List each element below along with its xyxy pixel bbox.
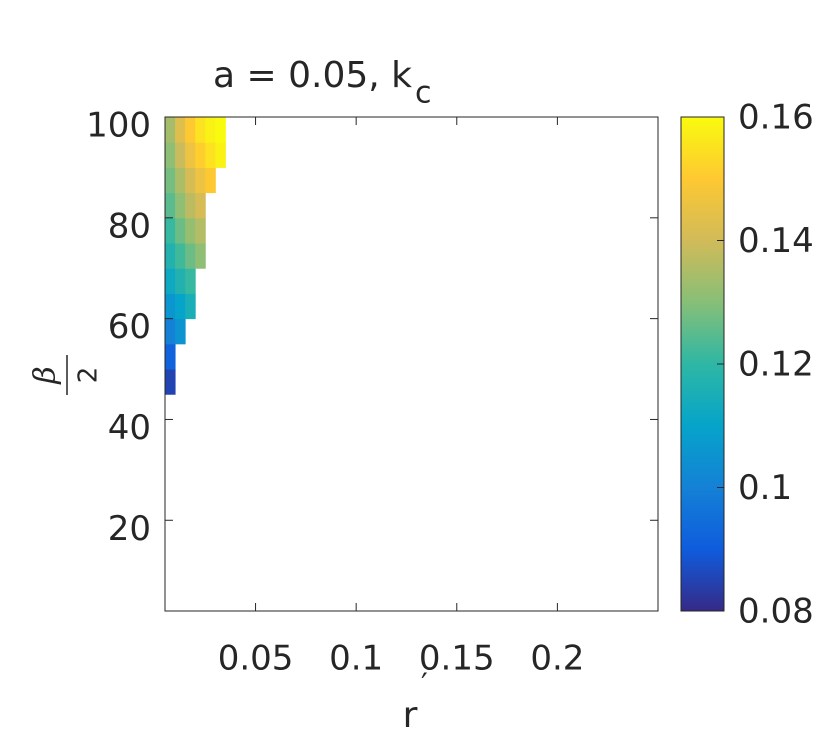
y-axis-label: β 2 xyxy=(28,355,104,395)
x-tick-label: 0.05 xyxy=(218,639,294,679)
y-label-denominator: 2 xyxy=(74,367,104,384)
colorbar-tick-label: 0.08 xyxy=(738,592,814,632)
contour-cell xyxy=(175,268,186,294)
contour-cell xyxy=(185,167,196,194)
contour-cell xyxy=(195,192,206,219)
colorbar-tick-label: 0.12 xyxy=(738,345,814,385)
contour-cell xyxy=(185,243,196,269)
y-tick-label: 20 xyxy=(108,509,151,549)
colorbar-tick-label: 0.16 xyxy=(738,98,814,138)
contour-cell xyxy=(185,192,196,219)
contour-cell xyxy=(165,192,176,219)
y-tick-label: 40 xyxy=(108,408,151,448)
contour-cell xyxy=(165,268,176,294)
colorbar xyxy=(680,116,725,612)
contour-cell xyxy=(205,142,216,168)
y-tick-label: 100 xyxy=(86,106,151,146)
contour-cell xyxy=(175,192,186,219)
y-tick-label: 60 xyxy=(108,307,151,347)
x-tick-label: 0.1 xyxy=(329,639,383,679)
contour-cell xyxy=(165,117,176,143)
contour-cell xyxy=(185,293,196,320)
contour-cell xyxy=(175,217,186,244)
contour-cell xyxy=(195,142,206,168)
contour-cell xyxy=(195,167,206,194)
contour-cell xyxy=(175,142,186,168)
plot-area xyxy=(165,117,226,395)
contour-cell xyxy=(175,167,186,194)
x-tick-label: 0.15 xyxy=(419,639,495,679)
colorbar-tick-label: 0.1 xyxy=(738,468,792,508)
contour-cell xyxy=(175,318,186,345)
contour-cell xyxy=(165,293,176,320)
y-tick-label: 80 xyxy=(108,206,151,246)
contour-cell xyxy=(165,343,176,370)
contour-cell xyxy=(165,167,176,194)
contour-cell xyxy=(195,243,206,269)
x-tick-label: 0.2 xyxy=(530,639,584,679)
contour-cell xyxy=(165,243,176,269)
contour-cell xyxy=(215,142,226,168)
chart-title: a = 0.05, k xyxy=(213,55,412,96)
title-subscript: c xyxy=(415,76,432,111)
contour-cell xyxy=(175,117,186,143)
contour-cell xyxy=(165,217,176,244)
contour-cell xyxy=(165,369,176,395)
x-axis-label: r xyxy=(403,695,418,735)
contour-cell xyxy=(185,142,196,168)
contour-cell xyxy=(185,268,196,294)
contour-cell xyxy=(205,167,216,194)
contour-cell xyxy=(185,117,196,143)
contour-cell xyxy=(215,117,226,143)
contour-cell xyxy=(165,142,176,168)
contour-cell xyxy=(195,117,206,143)
colorbar-tick-label: 0.14 xyxy=(738,221,814,261)
contour-cell xyxy=(175,293,186,320)
x-axis-label-prime: ′ xyxy=(421,668,428,703)
contour-cell xyxy=(185,217,196,244)
contour-cell xyxy=(175,243,186,269)
y-label-numerator: β xyxy=(28,366,63,384)
contour-cell xyxy=(195,217,206,244)
contour-cell xyxy=(165,318,176,345)
axes-box xyxy=(164,116,659,612)
contour-cell xyxy=(205,117,216,143)
